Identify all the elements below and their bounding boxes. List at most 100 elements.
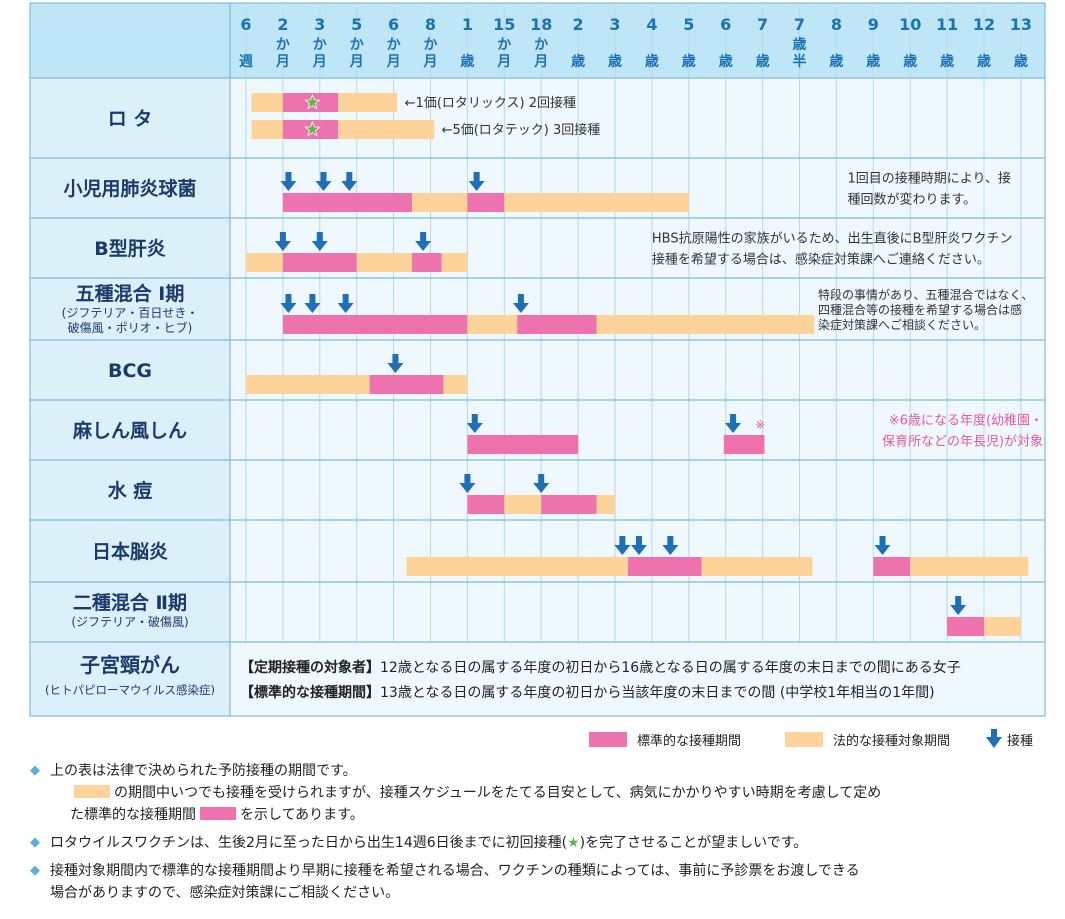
- column-header-mid: か: [350, 37, 364, 53]
- legal-period-bar: [246, 253, 283, 272]
- down-arrow-icon: [285, 172, 292, 182]
- down-arrow-icon: [725, 423, 742, 433]
- standard-period-bar: [627, 557, 702, 576]
- row-label: 麻しん風しん: [72, 419, 187, 442]
- column-header-top: 15: [493, 15, 515, 34]
- column-header-top: 6: [388, 15, 399, 34]
- label-column: [30, 78, 230, 716]
- column-header-top: 12: [973, 15, 995, 34]
- column-header-bottom: 歳: [977, 53, 991, 70]
- down-arrow-icon: [986, 729, 1002, 748]
- row-note: ←5価(ロタテック) 3回接種: [442, 122, 601, 138]
- legal-period-bar: [406, 557, 628, 576]
- column-header-bottom: 月: [312, 54, 327, 70]
- legend-legal: 法的な接種対象期間: [785, 729, 950, 749]
- vaccination-schedule-chart: 6 週 2 か月 3 か月 5 か月 6 か月 8 か月 1 歳 15 か月 18 か月 2 歳 3 歳 4 歳 5 歳 6 歳 7 歳 7…: [29, 2, 1046, 717]
- legal-period-bar: [356, 253, 413, 272]
- standard-period-bar: [947, 617, 984, 636]
- down-arrow-icon: [392, 354, 399, 364]
- column-header-bottom: 歳: [940, 53, 954, 70]
- note-mark: ※: [755, 418, 765, 432]
- down-arrow-icon: [387, 363, 404, 373]
- column-header-top: 7: [757, 15, 768, 34]
- column-header-bottom: 歳: [866, 53, 880, 70]
- row-note: HBS抗原陽性の家族がいるため、出生直後にB型肝炎ワクチン: [652, 231, 1013, 247]
- down-arrow-icon: [341, 181, 358, 191]
- legal-period-bar: [251, 93, 283, 112]
- column-header-top: 3: [609, 15, 620, 34]
- note-2-post: )を完了させることが望ましいです。: [579, 835, 808, 851]
- down-arrow-icon: [459, 483, 476, 493]
- down-arrow-icon: [512, 303, 529, 313]
- down-arrow-icon: [280, 181, 297, 191]
- legal-period-bar: [504, 495, 542, 514]
- legend-legal-label: 法的な接種対象期間: [833, 733, 951, 749]
- down-arrow-icon: [274, 241, 291, 251]
- standard-period-bar: [541, 495, 597, 514]
- diamond-bullet-icon: ◆: [30, 835, 40, 850]
- chart-area: [230, 78, 1045, 716]
- column-header-top: 3: [314, 15, 325, 34]
- row-note: 染症対策課へご相談ください。: [818, 317, 986, 332]
- table-border: [29, 2, 1046, 717]
- column-header-top: 1: [462, 15, 473, 34]
- column-header-top: 2: [277, 15, 288, 34]
- column-header-top: 5: [351, 15, 362, 34]
- column-header-bottom: 歳: [1014, 53, 1028, 70]
- column-header-top: 9: [868, 15, 879, 34]
- legal-period-bar: [504, 193, 689, 212]
- note-3: ◆ 接種対象期間内で標準的な接種期間より早期に接種を希望される場合、ワクチンの種…: [30, 860, 1055, 904]
- column-header-top: 10: [899, 15, 921, 34]
- column-header-mid: か: [497, 37, 511, 53]
- standard-period-bar: [723, 435, 765, 454]
- note-3b: 場合がありますので、感染症対策課にご相談ください。: [50, 885, 400, 901]
- down-arrow-icon: [468, 181, 485, 191]
- down-arrow-icon: [420, 232, 427, 242]
- note-1c-pre: た標準的な接種期間: [70, 807, 196, 823]
- down-arrow-icon: [538, 474, 545, 484]
- legal-period-bar: [596, 495, 615, 514]
- row-label: 五種混合 Ⅰ期: [76, 282, 185, 305]
- legal-swatch-inline: [74, 785, 110, 798]
- standard-period-bar: [873, 557, 911, 576]
- legal-period-bar: [443, 375, 468, 394]
- legend-standard: 標準的な接種期間: [589, 729, 741, 749]
- column-header-top: 7: [794, 15, 805, 34]
- column-header-top: 6: [240, 15, 251, 34]
- legal-period-bar: [412, 193, 468, 212]
- note-1-text: 上の表は法律で決められた予防接種の期間です。: [50, 763, 357, 779]
- down-arrow-icon: [346, 172, 353, 182]
- standard-period-bar: [412, 253, 442, 272]
- row-note: 接種を希望する場合は、感染症対策課へご連絡ください。: [652, 252, 990, 268]
- row-label: 子宮頸がん: [80, 653, 180, 677]
- down-arrow-icon: [879, 536, 886, 546]
- down-arrow-icon: [315, 181, 332, 191]
- column-header-mid: か: [424, 37, 438, 53]
- column-header-top: 4: [646, 15, 657, 34]
- column-header-bottom: 歳: [682, 53, 696, 70]
- down-arrow-icon: [730, 414, 737, 424]
- standard-period-bar: [282, 193, 413, 212]
- legend-standard-label: 標準的な接種期間: [637, 733, 742, 749]
- row-note: 特段の事情があり、五種混合ではなく、: [818, 287, 1034, 302]
- column-header-top: 2: [573, 15, 584, 34]
- down-arrow-icon: [662, 545, 679, 555]
- down-arrow-icon: [874, 545, 891, 555]
- column-header-mid: か: [387, 37, 401, 53]
- note-1-line-2: の期間中いつでも接種を受けられますが、接種スケジュールをたてる目安として、病気に…: [50, 782, 1055, 804]
- column-header-bottom: 歳: [460, 53, 474, 70]
- column-header-top: 13: [1010, 15, 1032, 34]
- note-2: ◆ ロタウイルスワクチンは、生後2月に至った日から出生14週6日後までに初回接種…: [30, 832, 1055, 854]
- star-icon: [304, 120, 321, 137]
- star-icon: [304, 93, 321, 110]
- column-header-bottom: 歳: [645, 53, 659, 70]
- standard-period-bar: [517, 315, 597, 334]
- row-note: ※6歳になる年度(幼稚園・: [889, 413, 1043, 429]
- column-header-bottom: 月: [349, 54, 364, 70]
- standard-period-bar: [369, 375, 444, 394]
- down-arrow-icon: [471, 414, 478, 424]
- diamond-bullet-icon: ◆: [30, 863, 40, 878]
- down-arrow-icon: [311, 241, 328, 251]
- column-header-bottom: 歳: [756, 53, 770, 70]
- down-arrow-icon: [667, 536, 674, 546]
